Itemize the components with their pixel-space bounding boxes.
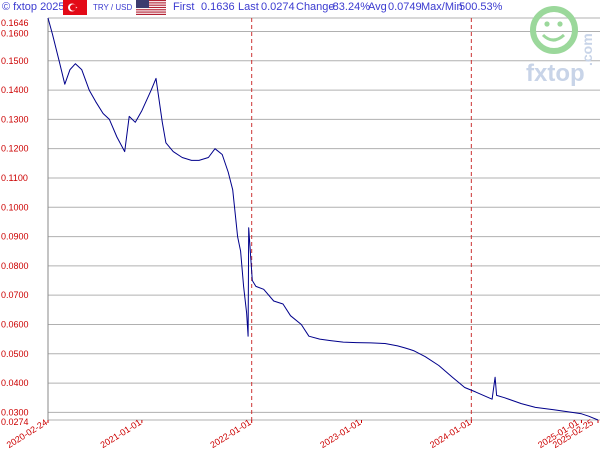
y-tick-label: 0.0600 — [1, 319, 29, 329]
usa-flag-icon — [136, 0, 166, 15]
x-tick-label: 2022-01-01 — [208, 417, 252, 450]
y-tick-label: 0.1200 — [1, 144, 29, 154]
logo-text: fxtop — [526, 60, 585, 86]
x-tick-label: 2023-01-01 — [318, 417, 362, 450]
copyright-text: © fxtop 2025 — [2, 1, 65, 13]
avg-label: Avg — [368, 1, 387, 13]
logo-suffix: .com — [579, 33, 595, 66]
y-tick-label: 0.0400 — [1, 378, 29, 388]
y-tick-label: 0.1100 — [1, 173, 28, 183]
fxtop-logo: fxtop .com — [526, 4, 598, 87]
grid-lines — [47, 17, 600, 421]
series-line — [47, 17, 599, 421]
maxmin-value: 500.53% — [459, 1, 503, 13]
x-tick-label: 2021-01-01 — [99, 417, 143, 450]
y-tick-label: 0.0300 — [1, 407, 29, 417]
chart-header: © fxtop 2025 TRY / USD First 0.1636 Last… — [0, 0, 600, 16]
change-label: Change — [296, 1, 335, 13]
y-tick-label: 0.0700 — [1, 290, 29, 300]
y-tick-label: 0.1300 — [1, 114, 29, 124]
maxmin-label: Max/Min — [421, 1, 463, 13]
x-axis-ticks: 2020-02-24 2021-01-01 2022-01-01 2023-01-01… — [5, 417, 599, 450]
y-tick-label: 0.0900 — [1, 232, 29, 242]
y-tick-label: 0.1500 — [1, 56, 29, 66]
currency-pair: TRY / USD — [93, 3, 133, 12]
avg-value: 0.0749 — [388, 1, 422, 13]
year-markers — [251, 18, 472, 420]
change-value: -83.24% — [329, 1, 370, 13]
first-label: First — [173, 1, 195, 13]
first-value: 0.1636 — [201, 1, 235, 13]
y-tick-label: 0.1646 — [1, 18, 29, 28]
y-tick-label: 0.0500 — [1, 349, 29, 359]
y-tick-label: 0.0800 — [1, 261, 29, 271]
series-group — [47, 17, 599, 421]
last-label: Last — [238, 1, 259, 13]
y-tick-label: 0.1600 — [1, 28, 29, 38]
y-tick-label: 0.0274 — [1, 417, 29, 427]
y-tick-label: 0.1000 — [1, 202, 29, 212]
x-tick-label: 2024-01-01 — [428, 417, 472, 450]
turkey-flag-icon — [63, 0, 87, 15]
fxtop-logo-icon: fxtop .com — [526, 6, 595, 87]
last-value: 0.0274 — [261, 1, 295, 13]
y-tick-label: 0.1400 — [1, 85, 29, 95]
